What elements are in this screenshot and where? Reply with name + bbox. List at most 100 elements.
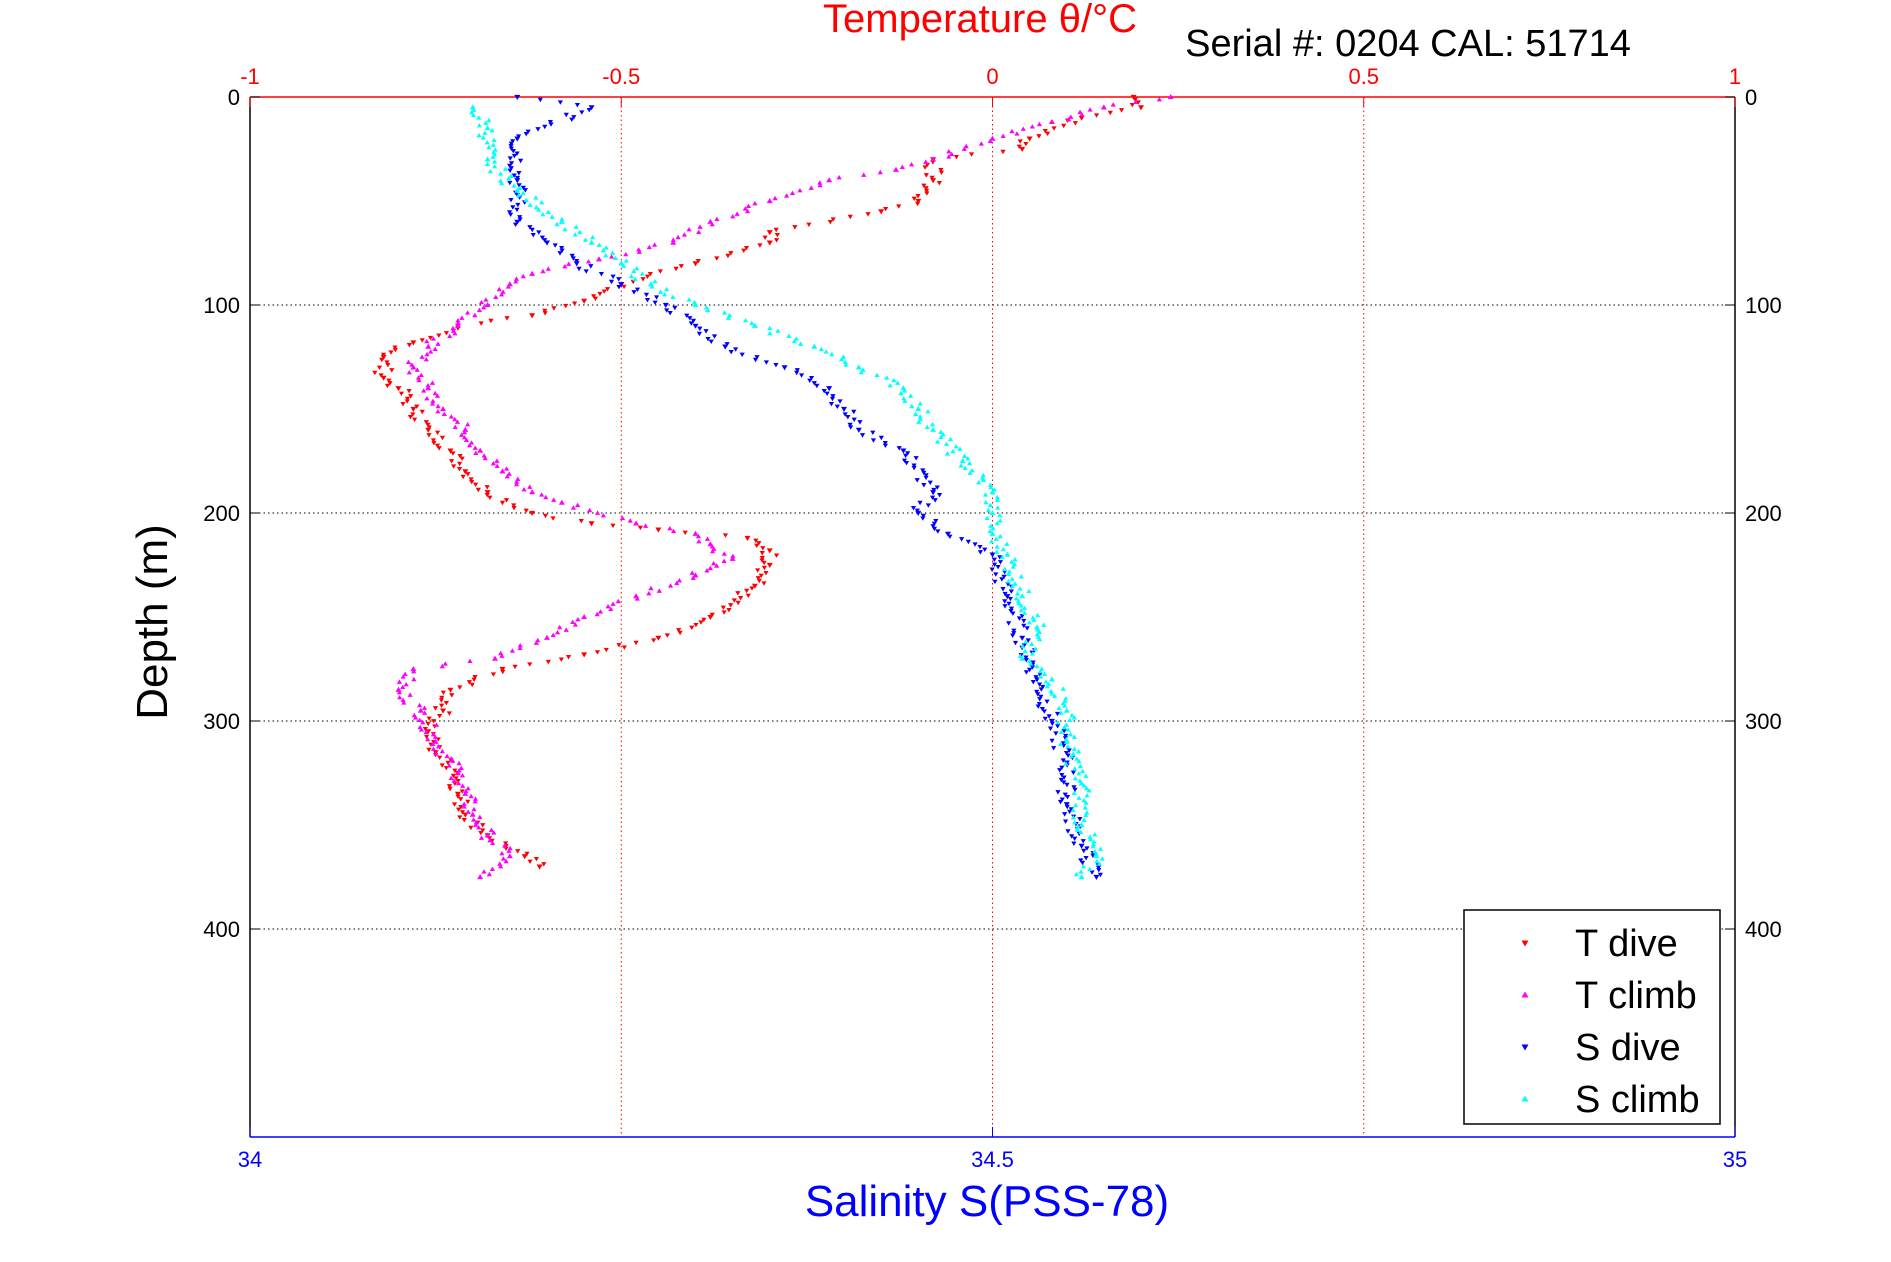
point-t-climb [463,788,469,794]
point-t-dive [439,435,446,441]
point-t-dive [379,357,385,363]
point-s-dive [1059,797,1065,802]
point-s-climb [1000,546,1006,552]
point-t-climb [461,804,467,809]
point-s-climb [1091,839,1097,844]
point-t-climb [978,141,984,146]
point-s-climb [490,142,496,147]
point-t-climb [1110,102,1116,107]
point-s-dive [1054,711,1061,717]
point-s-dive [965,539,971,545]
point-s-dive [1051,746,1057,751]
point-s-dive [542,124,548,130]
point-t-climb [430,741,436,747]
point-t-climb [434,393,441,398]
point-t-dive [446,784,453,789]
point-s-climb [1072,819,1078,825]
point-s-climb [523,197,529,203]
point-t-climb [441,411,447,417]
point-t-dive [594,650,601,655]
point-s-climb [661,292,668,297]
point-s-dive [690,318,697,324]
point-s-dive [1083,855,1089,861]
point-t-climb [595,256,602,262]
point-t-climb [447,333,453,339]
point-s-dive [684,313,690,318]
point-t-dive [432,706,439,711]
point-s-dive [921,470,927,476]
point-t-climb [484,832,491,838]
point-t-climb [1014,131,1020,136]
point-s-dive [705,336,711,342]
point-s-dive [882,440,888,446]
point-s-dive [1062,819,1069,824]
point-s-climb [1096,861,1102,866]
point-s-dive [1061,728,1067,734]
point-t-dive [774,232,780,238]
point-t-climb [797,188,803,193]
point-t-climb [1066,116,1072,122]
point-t-dive [473,482,479,487]
point-t-climb [472,312,478,318]
point-t-dive [1061,123,1067,129]
point-t-dive [597,291,603,297]
point-s-climb [631,268,637,274]
point-t-dive [633,640,639,646]
point-s-dive [1010,611,1016,616]
point-s-climb [639,271,645,276]
point-s-climb [858,370,864,375]
point-s-climb [1078,869,1084,874]
point-s-climb [976,480,982,485]
point-s-dive [1072,787,1078,793]
point-t-climb [478,835,485,840]
point-s-climb [1065,744,1071,749]
point-s-climb [1005,578,1011,584]
point-s-climb [1060,686,1066,691]
point-t-dive [503,846,509,851]
point-t-dive [392,347,398,353]
axes: 0 0 100 100 200 200 300 300 400 400 -1 -0.5 0 0.5 1 34 3… [203,64,1781,1172]
point-t-climb [908,162,915,167]
point-t-climb [946,154,952,159]
point-s-climb [842,359,848,365]
point-s-climb [797,341,804,346]
point-s-dive [1062,792,1068,798]
point-s-climb [980,477,986,483]
point-t-climb [409,362,415,367]
point-s-dive [920,468,926,473]
point-s-climb [1018,608,1024,613]
point-s-dive [1048,718,1055,724]
point-t-dive [698,620,704,625]
point-s-dive [1072,836,1078,842]
point-s-climb [874,372,880,378]
point-t-climb [425,736,431,742]
point-t-dive [504,316,510,321]
point-s-dive [847,422,853,428]
point-t-dive [936,180,942,186]
point-t-dive [792,225,798,230]
point-s-climb [887,383,893,388]
point-t-climb [646,244,652,250]
point-t-dive [657,269,663,274]
point-s-climb [1004,551,1011,557]
point-s-climb [596,242,602,248]
point-s-dive [724,342,730,347]
point-s-climb [1017,586,1023,591]
data-points [372,94,1174,880]
point-t-climb [696,539,702,544]
point-s-dive [1063,733,1069,739]
point-t-climb [690,575,696,580]
point-t-dive [755,576,761,581]
point-t-climb [499,292,505,297]
point-t-climb [987,138,993,144]
point-t-dive [386,378,392,383]
point-t-dive [448,459,455,464]
point-s-dive [911,465,917,471]
point-t-climb [930,156,937,162]
point-s-climb [1015,598,1021,603]
point-s-dive [1042,716,1048,722]
point-t-climb [473,822,479,827]
point-s-dive [870,438,877,443]
point-t-dive [487,495,493,500]
point-s-dive [1006,601,1012,607]
